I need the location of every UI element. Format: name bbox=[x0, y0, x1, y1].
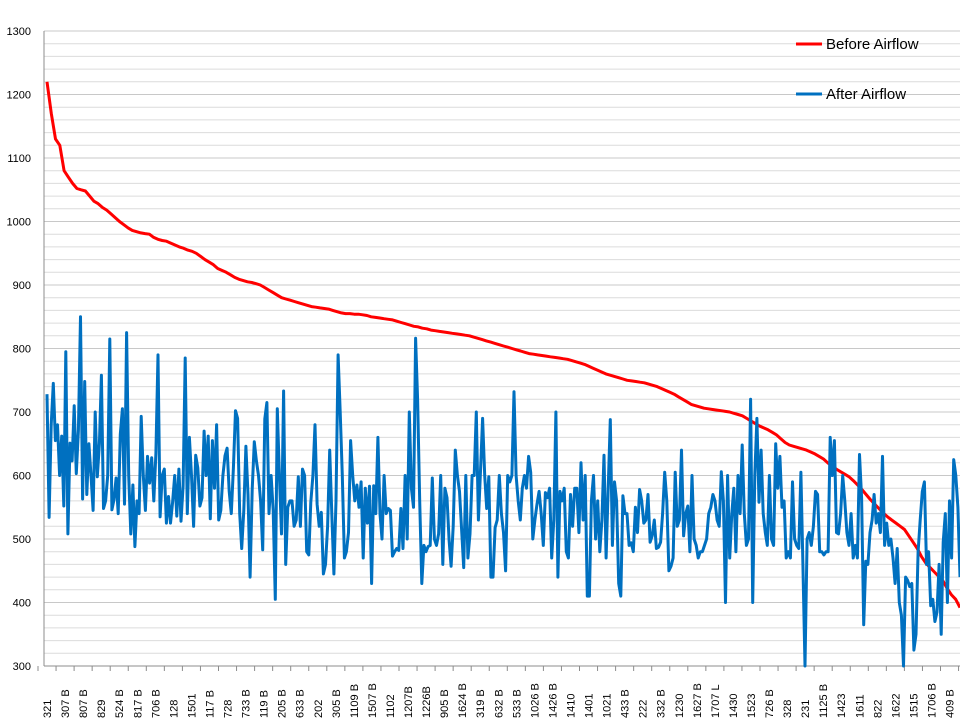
legend-label-after: After Airflow bbox=[826, 86, 906, 103]
y-tick-label: 1300 bbox=[7, 26, 31, 38]
series-lines bbox=[45, 81, 960, 668]
x-tick-label: 1207B bbox=[403, 686, 415, 718]
x-tick-label: 524 B bbox=[114, 689, 126, 718]
x-tick-label: 332 B bbox=[656, 689, 668, 718]
x-tick-label: 307 B bbox=[60, 689, 72, 718]
x-tick-label: 1423 bbox=[836, 694, 848, 718]
x-tick-label: 1507 B bbox=[367, 683, 379, 718]
x-tick-label: 1523 bbox=[746, 694, 758, 718]
x-tick-label: 1501 bbox=[186, 694, 198, 718]
x-tick-label: 231 bbox=[800, 700, 812, 718]
axes bbox=[43, 31, 960, 667]
y-axis-ticks: 300 400 500 600 700 800 900 1000 1100 1200 1300 bbox=[7, 26, 31, 673]
x-tick-label: 706 B bbox=[150, 689, 162, 718]
y-tick-label: 500 bbox=[13, 534, 31, 546]
x-tick-label: 822 bbox=[872, 700, 884, 718]
x-tick-label: 128 bbox=[168, 700, 180, 718]
x-tick-label: 633 B bbox=[295, 689, 307, 718]
y-tick-label: 1000 bbox=[7, 217, 31, 229]
x-tick-label: 222 bbox=[638, 700, 650, 718]
gridlines bbox=[44, 30, 960, 667]
x-tick-label: 533 B bbox=[511, 689, 523, 718]
x-tick-label: 202 bbox=[313, 700, 325, 718]
x-tick-label: 1026 B bbox=[529, 683, 541, 718]
x-tick-label: 1611 bbox=[854, 694, 866, 718]
x-tick-label: 807 B bbox=[78, 689, 90, 718]
x-tick-label: 1401 bbox=[584, 694, 596, 718]
x-tick-label: 1707 L bbox=[710, 684, 722, 718]
x-tick-label: 119 B bbox=[259, 690, 271, 718]
x-tick-label: 305 B bbox=[331, 689, 343, 718]
legend: Before Airflow After Airflow bbox=[796, 36, 919, 103]
x-tick-label: 1226B bbox=[421, 686, 433, 718]
x-tick-label: 829 bbox=[96, 700, 108, 718]
y-tick-label: 800 bbox=[13, 344, 31, 356]
after-airflow-line bbox=[45, 315, 960, 668]
y-tick-label: 400 bbox=[13, 598, 31, 610]
x-tick-label: 409 B bbox=[945, 689, 957, 718]
x-tick-label: 1624 B bbox=[457, 683, 469, 718]
x-tick-label: 817 B bbox=[132, 689, 144, 718]
x-tick-label: 728 bbox=[223, 700, 235, 718]
x-tick-label: 1627 B bbox=[692, 683, 704, 718]
x-tick-label: 1021 bbox=[602, 694, 614, 718]
y-tick-label: 300 bbox=[13, 661, 31, 673]
x-axis-ticks: 321 307 B 807 B 829 524 B 817 B 706 B 128 1501 11… bbox=[37, 666, 960, 718]
y-tick-label: 1200 bbox=[7, 90, 31, 102]
x-tick-label: 726 B bbox=[764, 689, 776, 718]
x-tick-label: 117 B bbox=[204, 690, 216, 718]
y-tick-label: 700 bbox=[13, 407, 31, 419]
x-tick-label: 321 bbox=[42, 700, 54, 718]
legend-label-before: Before Airflow bbox=[826, 36, 919, 53]
x-tick-label: 1430 bbox=[728, 694, 740, 718]
x-tick-label: 1706 B bbox=[926, 683, 938, 718]
x-tick-label: 1230 bbox=[674, 694, 686, 718]
x-tick-label: 433 B bbox=[620, 689, 632, 718]
x-tick-label: 319 B bbox=[475, 689, 487, 718]
x-tick-label: 733 B bbox=[241, 689, 253, 718]
y-tick-label: 600 bbox=[13, 471, 31, 483]
before-airflow-line bbox=[45, 81, 960, 609]
x-tick-label: 1622 bbox=[890, 694, 902, 718]
x-tick-label: 1109 B bbox=[349, 684, 361, 718]
x-tick-label: 632 B bbox=[493, 689, 505, 718]
x-tick-label: 1515 bbox=[908, 694, 920, 718]
x-tick-label: 1426 B bbox=[547, 683, 559, 718]
x-tick-label: 328 bbox=[782, 700, 794, 718]
x-tick-label: 1125 B bbox=[818, 684, 830, 718]
y-tick-label: 900 bbox=[13, 280, 31, 292]
y-tick-label: 1100 bbox=[7, 153, 31, 165]
x-tick-label: 205 B bbox=[277, 689, 289, 718]
x-tick-label: 905 B bbox=[439, 689, 451, 718]
x-tick-label: 1410 bbox=[565, 694, 577, 718]
x-tick-label: 1102 bbox=[385, 694, 397, 718]
